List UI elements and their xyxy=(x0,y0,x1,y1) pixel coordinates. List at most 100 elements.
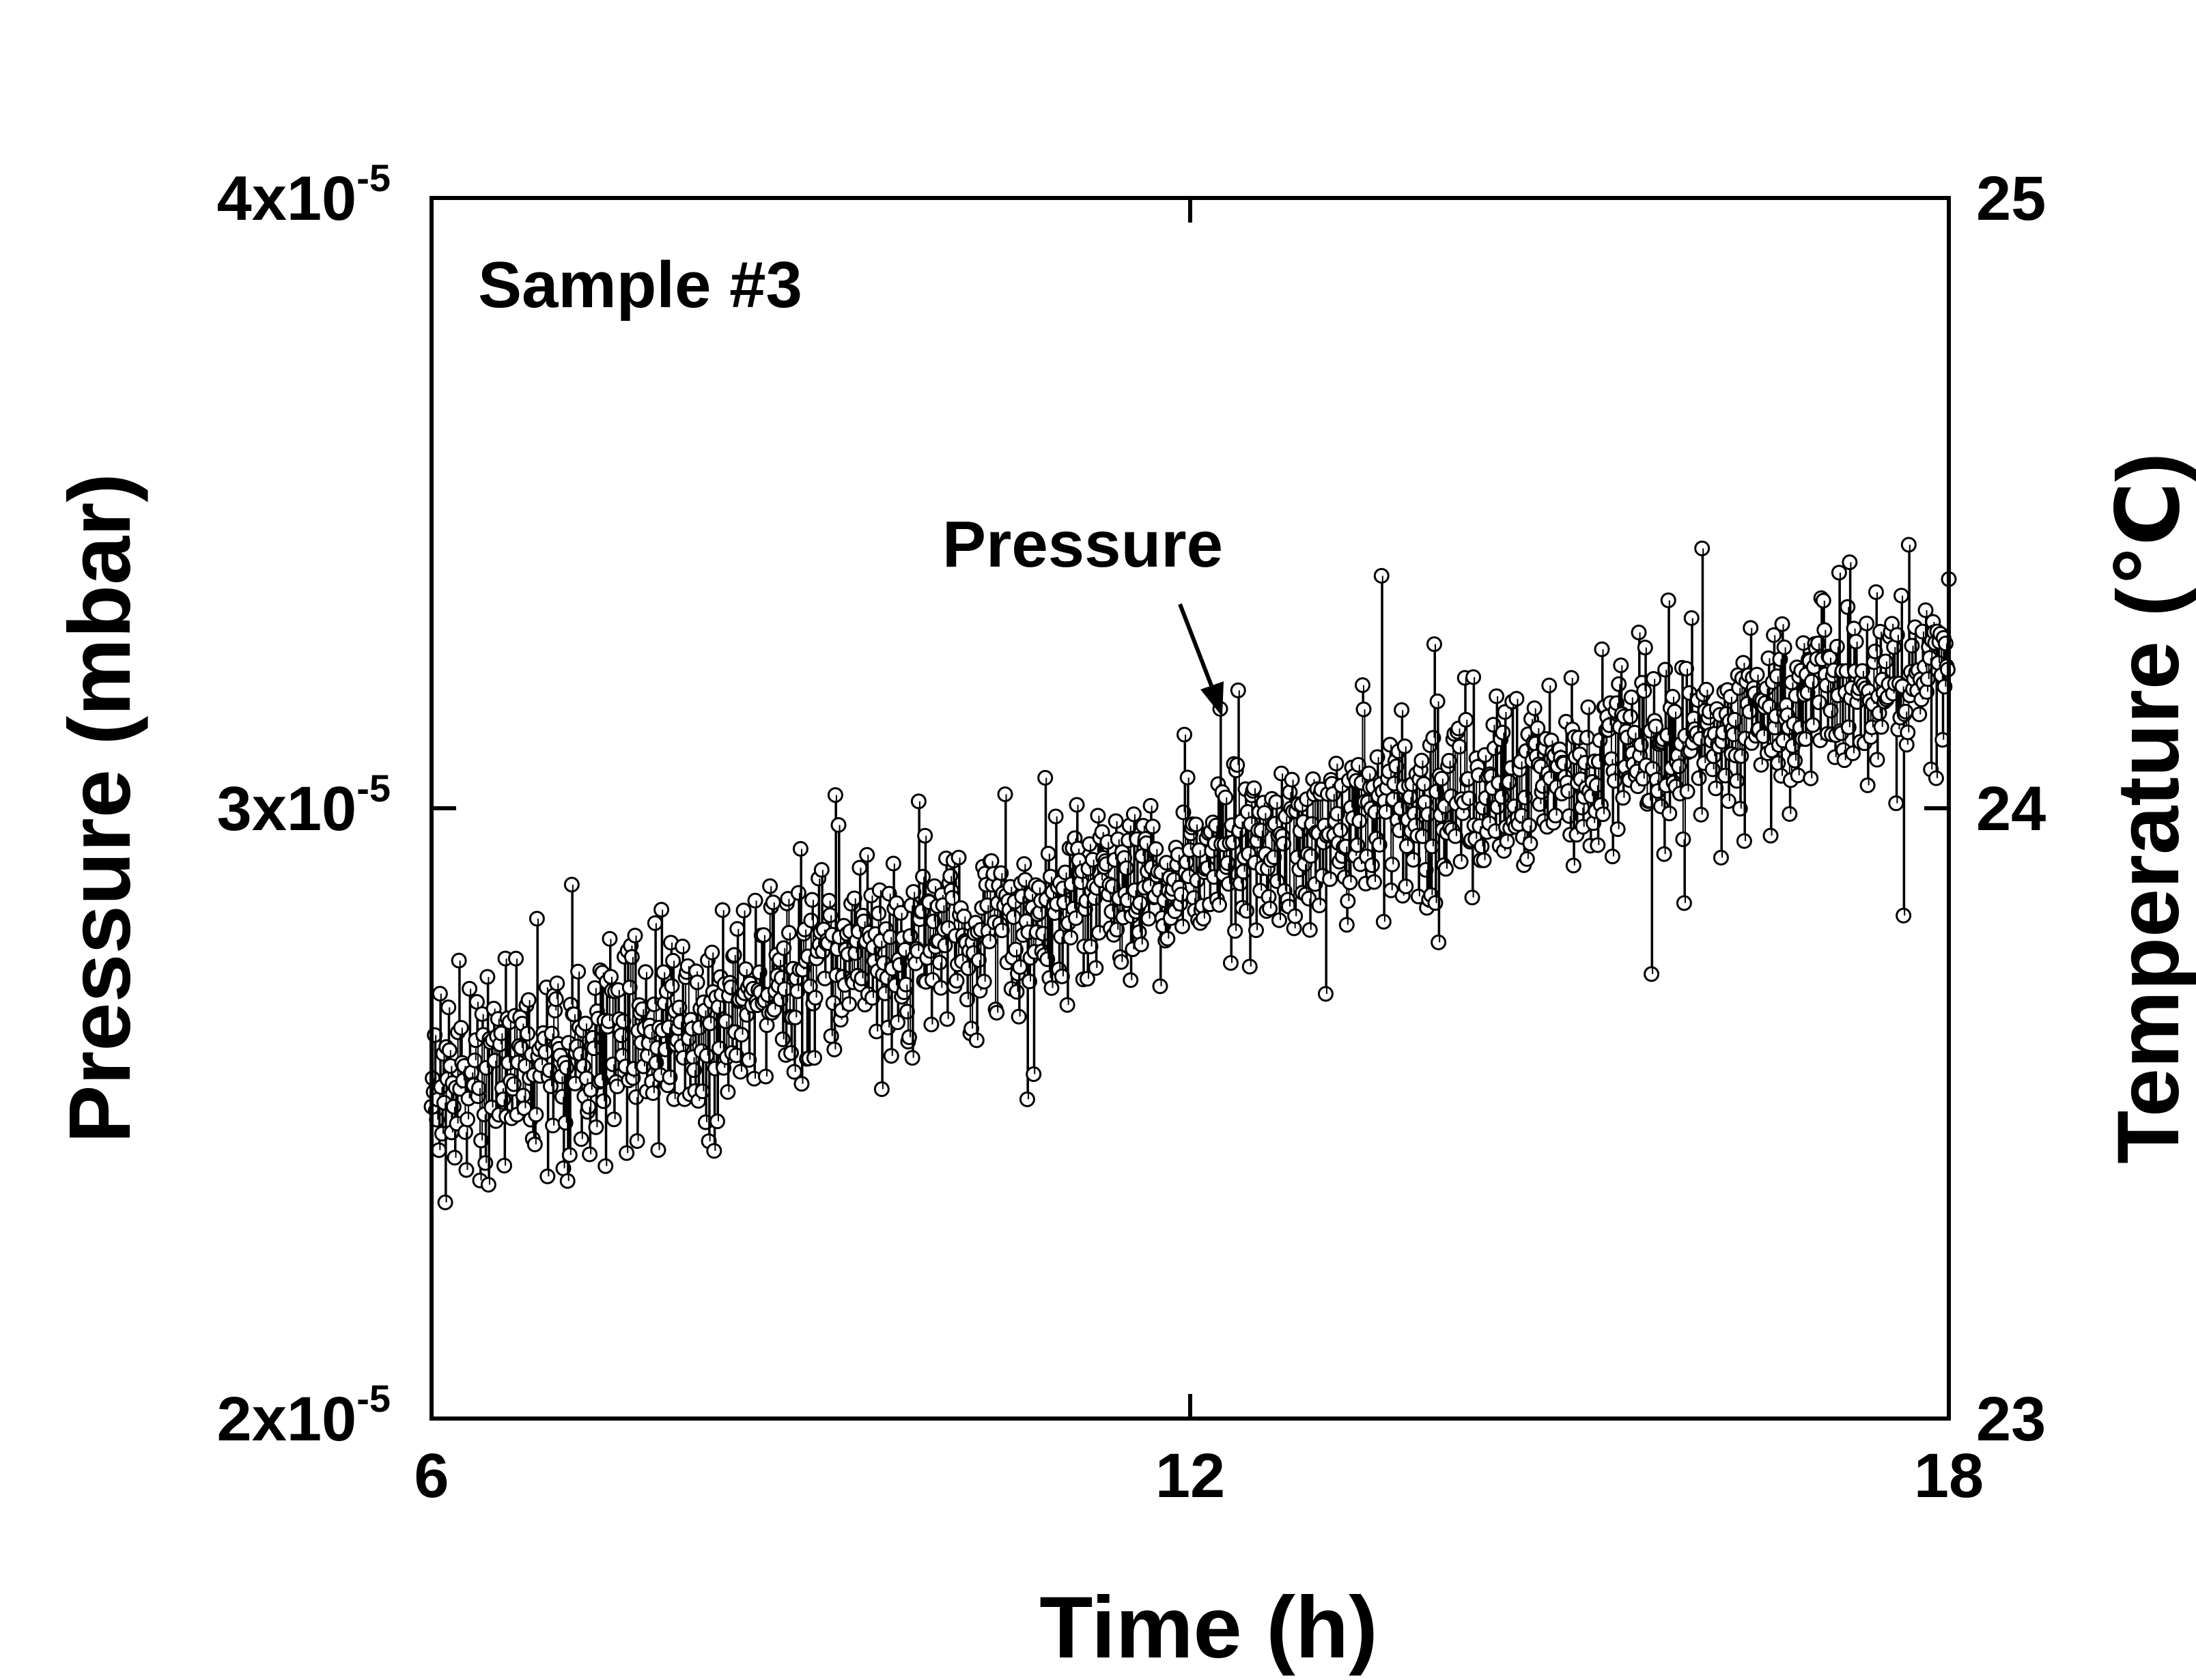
data-point xyxy=(883,1048,899,1064)
data-point xyxy=(1009,984,1025,1000)
data-point xyxy=(597,1158,614,1174)
data-point xyxy=(689,974,705,991)
data-point xyxy=(1125,806,1142,823)
data-point xyxy=(1636,683,1652,699)
data-point xyxy=(1609,821,1626,838)
data-point xyxy=(735,902,752,919)
data-point xyxy=(1248,922,1265,939)
data-point xyxy=(1142,797,1159,814)
data-point xyxy=(577,1015,593,1031)
data-point xyxy=(1648,718,1664,735)
data-point xyxy=(1694,540,1711,556)
data-point xyxy=(1803,673,1820,689)
data-point xyxy=(1262,900,1278,917)
data-point xyxy=(1173,886,1190,902)
data-point xyxy=(827,787,843,803)
data-point xyxy=(871,905,887,922)
data-point xyxy=(432,986,448,1002)
data-point xyxy=(1900,724,1916,741)
data-point xyxy=(1245,780,1262,797)
data-point xyxy=(1713,849,1729,866)
data-point xyxy=(1595,806,1611,823)
data-point xyxy=(664,978,680,994)
data-point xyxy=(1604,849,1620,865)
data-point xyxy=(830,816,847,833)
data-point xyxy=(528,1107,544,1123)
data-point xyxy=(1840,719,1857,735)
axis-ticks xyxy=(430,196,1951,1421)
data-point xyxy=(873,1081,890,1097)
data-point xyxy=(1396,738,1413,754)
data-point xyxy=(1011,1008,1027,1025)
data-point xyxy=(1132,895,1149,911)
data-point xyxy=(737,961,754,978)
data-point xyxy=(545,1117,561,1134)
data-point xyxy=(1222,955,1239,971)
data-point xyxy=(563,877,580,893)
data-point xyxy=(1398,878,1414,894)
data-point xyxy=(1868,584,1884,600)
data-point xyxy=(1579,729,1595,745)
data-point xyxy=(1230,682,1246,698)
data-point xyxy=(1776,639,1792,655)
data-point xyxy=(1338,917,1355,933)
data-point xyxy=(559,1173,576,1189)
data-point xyxy=(1736,833,1752,849)
data-point xyxy=(460,1111,476,1128)
data-point xyxy=(1140,911,1157,927)
data-point xyxy=(1530,720,1546,737)
y-left-tick-label: 3x10-5 xyxy=(217,767,391,844)
data-point xyxy=(1519,851,1535,867)
data-point xyxy=(1059,997,1075,1013)
data-point xyxy=(1069,797,1085,813)
data-point xyxy=(573,1131,589,1148)
data-point xyxy=(520,1025,536,1042)
data-point xyxy=(1869,752,1885,768)
data-point xyxy=(714,902,731,918)
data-point xyxy=(1898,703,1914,720)
data-point xyxy=(1332,822,1349,838)
data-point xyxy=(1790,767,1806,784)
data-point xyxy=(479,969,496,985)
data-point xyxy=(1474,838,1490,855)
data-point xyxy=(910,793,927,810)
data-point xyxy=(1888,795,1904,812)
data-point xyxy=(983,853,1000,869)
data-point xyxy=(1644,966,1660,982)
data-point xyxy=(821,892,837,909)
data-point xyxy=(1090,808,1106,824)
data-point xyxy=(561,1147,578,1163)
data-point xyxy=(925,913,942,930)
data-point xyxy=(1613,657,1629,674)
data-point xyxy=(1425,730,1441,746)
panel-label: Sample #3 xyxy=(478,248,802,322)
data-point xyxy=(1413,752,1430,769)
data-point xyxy=(1174,918,1190,935)
data-point xyxy=(1661,806,1678,822)
data-point xyxy=(1108,813,1124,829)
data-point xyxy=(948,973,965,989)
data-point xyxy=(1859,615,1875,631)
data-point xyxy=(787,1009,804,1025)
data-point xyxy=(981,933,998,950)
data-point xyxy=(1805,717,1821,733)
data-point xyxy=(885,855,901,872)
data-point xyxy=(1803,770,1819,786)
data-point xyxy=(595,1093,612,1109)
data-point xyxy=(1732,801,1748,817)
data-point xyxy=(1369,749,1385,765)
data-point xyxy=(1476,852,1492,868)
data-point xyxy=(570,963,587,980)
data-point xyxy=(1622,709,1639,725)
y-right-tick-label: 23 xyxy=(1976,1384,2046,1454)
data-point xyxy=(956,908,972,924)
data-point xyxy=(440,999,457,1016)
data-point xyxy=(1541,677,1558,694)
data-point xyxy=(1646,670,1662,687)
data-point xyxy=(1148,841,1164,857)
data-point xyxy=(1842,554,1858,571)
data-point xyxy=(1848,633,1864,650)
data-point xyxy=(1873,719,1889,735)
data-point xyxy=(1144,818,1161,835)
